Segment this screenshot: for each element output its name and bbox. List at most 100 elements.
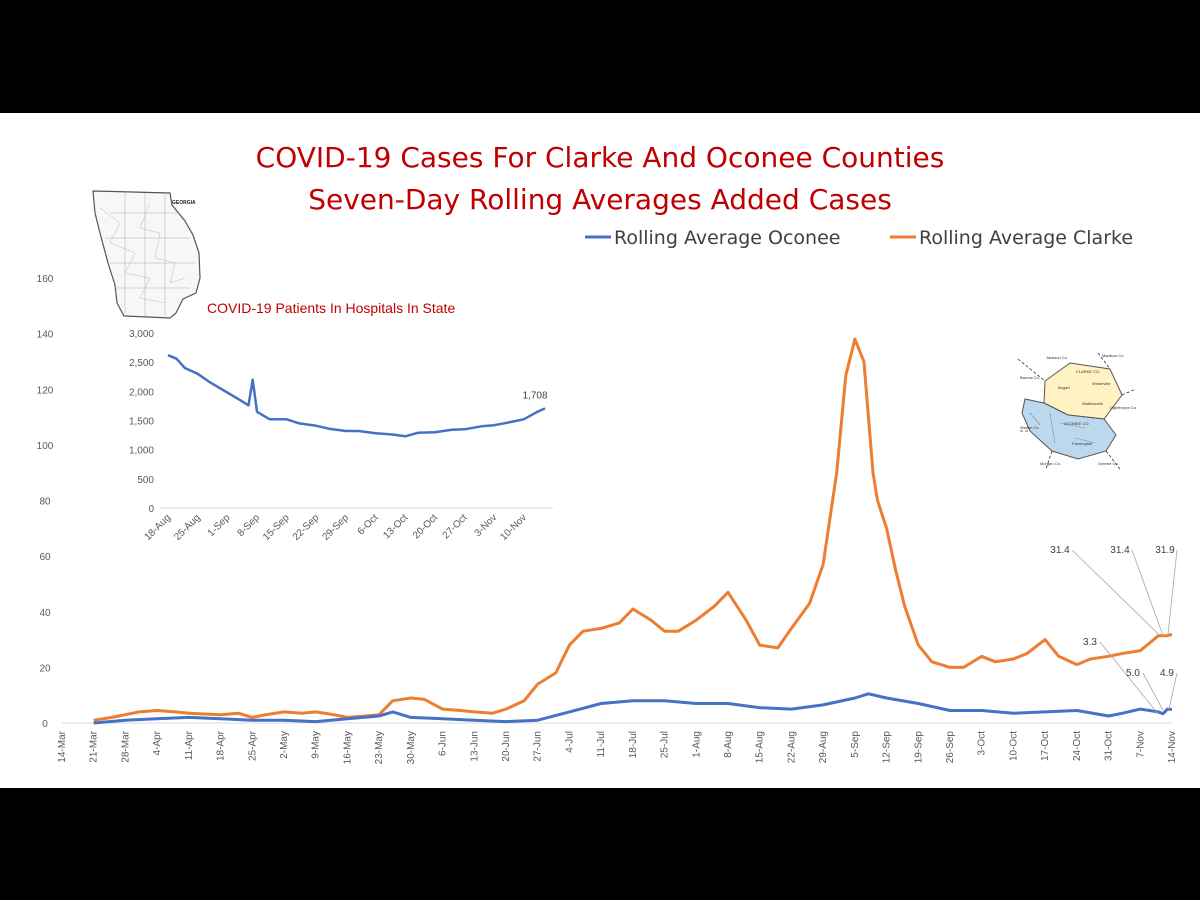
- inset-y-tick: 2,500: [129, 358, 154, 369]
- data-label: 31.4: [1050, 545, 1070, 556]
- inset-x-tick: 8-Sep: [235, 512, 262, 539]
- main-x-tick: 16-May: [342, 731, 353, 764]
- inset-x-tick: 10-Nov: [498, 512, 529, 543]
- main-x-tick: 1-Aug: [691, 731, 702, 758]
- main-x-axis: 14-Mar 21-Mar 28-Mar 4-Apr 11-Apr 18-Apr 25-Ap…: [57, 730, 1178, 764]
- main-x-tick: 26-Sep: [945, 731, 956, 764]
- inset-x-tick: 29-Sep: [320, 512, 351, 543]
- main-y-tick: 60: [39, 552, 51, 563]
- inset-y-tick: 1,000: [129, 446, 154, 457]
- inset-x-tick: 1-Sep: [206, 512, 233, 539]
- main-y-axis: 0 20 40 60 80 100 120 140 160: [37, 274, 54, 730]
- map-label-oconee: OCONEE CO.: [1064, 421, 1090, 426]
- main-x-tick: 14-Mar: [57, 730, 68, 762]
- map-label-oglethorpe: Oglethorpe Co.: [1110, 405, 1137, 410]
- inset-y-axis: 0 500 1,000 1,500 2,000 2,500 3,000: [129, 329, 154, 515]
- main-y-tick: 40: [39, 608, 51, 619]
- georgia-map-icon: GEORGIA: [92, 190, 201, 319]
- main-x-tick: 22-Aug: [786, 731, 797, 763]
- main-x-tick: 18-Apr: [216, 730, 227, 761]
- main-x-tick: 6-Jun: [438, 731, 449, 756]
- map-label-greene: Greene Co.: [1098, 461, 1119, 466]
- map-label-madison: Madison Co.: [1102, 353, 1124, 358]
- map-label-bogart: Bogart: [1058, 385, 1071, 390]
- map-label-jackson: Jackson Co.: [1046, 355, 1068, 360]
- inset-x-tick: 3-Nov: [473, 512, 500, 539]
- map-label-walton: Walton Co.: [1020, 425, 1040, 430]
- main-x-tick: 12-Sep: [882, 731, 893, 764]
- inset-y-tick: 2,000: [129, 387, 154, 398]
- map-label-barrow: Barrow Co.: [1020, 375, 1040, 380]
- inset-x-tick: 15-Sep: [261, 512, 292, 543]
- chart-frame: COVID-19 Cases For Clarke And Oconee Cou…: [0, 113, 1200, 788]
- map-label-farmington: Farmington: [1072, 441, 1092, 446]
- map-label-morgan: Morgan Co.: [1040, 461, 1061, 466]
- main-x-tick: 5-Sep: [850, 731, 861, 758]
- inset-x-tick: 18-Aug: [143, 512, 174, 543]
- main-x-tick: 19-Sep: [913, 731, 924, 764]
- main-x-tick: 13-Jun: [469, 731, 480, 762]
- main-x-tick: 25-Apr: [247, 730, 258, 761]
- map-label-watkinsville: Watkinsville: [1082, 401, 1104, 406]
- main-x-tick: 23-May: [374, 731, 385, 764]
- inset-annotations: 1,708: [522, 390, 547, 401]
- main-x-tick: 27-Jun: [533, 731, 544, 762]
- inset-x-tick: 6-Oct: [356, 512, 381, 537]
- map-label-clarke: CLARKE CO.: [1076, 369, 1100, 374]
- annotation-leader: [1168, 672, 1178, 710]
- map-label-winterville: Winterville: [1092, 381, 1111, 386]
- main-x-tick: 7-Nov: [1135, 731, 1146, 758]
- data-label: 31.9: [1155, 545, 1175, 556]
- inset-y-tick: 3,000: [129, 329, 154, 340]
- inset-y-tick: 0: [148, 504, 154, 515]
- main-y-tick: 20: [39, 663, 51, 674]
- data-label: 3.3: [1083, 637, 1097, 648]
- inset-x-tick: 13-Oct: [381, 512, 410, 541]
- main-x-tick: 4-Apr: [152, 730, 163, 755]
- main-x-tick: 10-Oct: [1008, 731, 1019, 761]
- main-x-tick: 21-Mar: [89, 730, 100, 762]
- annotation-leader: [1167, 549, 1178, 635]
- series-line-clarke: [93, 337, 1173, 722]
- main-y-tick: 80: [39, 497, 51, 508]
- series-line-hospital: [167, 354, 546, 438]
- main-x-tick: 31-Oct: [1104, 731, 1115, 761]
- main-x-tick: 4-Jul: [564, 731, 575, 753]
- main-x-tick: 24-Oct: [1072, 731, 1083, 761]
- main-y-tick: 140: [37, 330, 54, 341]
- legend-label-clarke: Rolling Average Clarke: [919, 227, 1133, 249]
- main-x-tick: 11-Apr: [184, 730, 195, 760]
- main-x-tick: 15-Aug: [755, 731, 766, 763]
- inset-data-label: 1,708: [522, 390, 547, 401]
- main-x-tick: 29-Aug: [818, 731, 829, 763]
- data-label: 5.0: [1126, 668, 1140, 679]
- main-annotations: 31.4 31.4 31.9 3.3 5.0 4.9: [1050, 545, 1178, 715]
- inset-x-tick: 25-Aug: [172, 512, 203, 543]
- main-y-tick: 100: [37, 441, 54, 452]
- main-x-tick: 18-Jul: [628, 731, 639, 758]
- main-x-tick: 3-Oct: [977, 731, 988, 756]
- inset-series: [167, 354, 546, 438]
- chart-subtitle: Seven-Day Rolling Averages Added Cases: [308, 183, 892, 216]
- georgia-map-label: GEORGIA: [172, 200, 196, 206]
- data-label: 31.4: [1110, 545, 1130, 556]
- main-y-tick: 120: [37, 385, 54, 396]
- inset-title: COVID-19 Patients In Hospitals In State: [207, 300, 455, 316]
- legend: Rolling Average Oconee Rolling Average C…: [585, 227, 1133, 249]
- main-x-tick: 14-Nov: [1167, 731, 1178, 763]
- inset-x-tick: 20-Oct: [411, 512, 440, 541]
- cases-chart: COVID-19 Cases For Clarke And Oconee Cou…: [37, 141, 1178, 764]
- inset-x-tick: 22-Sep: [291, 512, 322, 543]
- annotation-leader: [1099, 641, 1159, 715]
- annotation-leader: [1071, 549, 1161, 636]
- main-x-tick: 8-Aug: [723, 731, 734, 758]
- legend-label-oconee: Rolling Average Oconee: [614, 227, 840, 249]
- main-y-tick: 0: [42, 719, 48, 730]
- inset-y-tick: 500: [137, 475, 154, 486]
- main-series: [93, 337, 1173, 725]
- main-x-tick: 11-Jul: [596, 731, 607, 758]
- annotation-leader: [1131, 549, 1164, 636]
- main-x-tick: 17-Oct: [1040, 731, 1051, 761]
- main-x-tick: 9-May: [311, 731, 322, 759]
- annotation-leader: [1142, 672, 1164, 711]
